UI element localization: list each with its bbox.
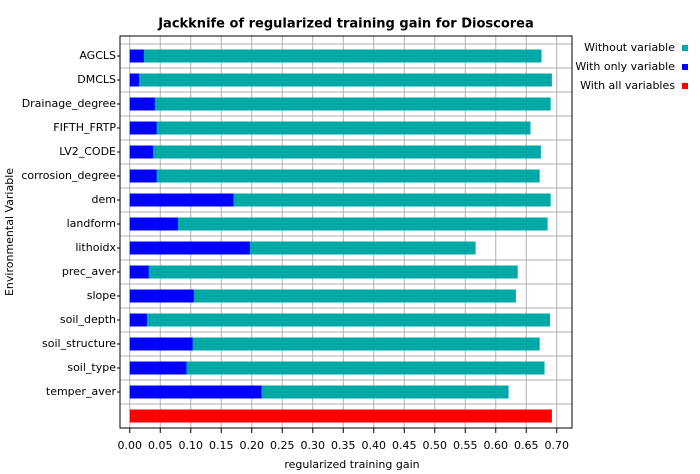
bar	[129, 97, 155, 111]
bar	[129, 385, 262, 399]
x-tick-label: 0.30	[301, 439, 326, 452]
y-tick-label: FIFTH_FRTP	[53, 121, 116, 134]
y-tick-label: LV2_CODE	[59, 145, 116, 158]
x-tick-label: 0.00	[118, 439, 143, 452]
y-tick-label: soil_structure	[42, 337, 116, 350]
bar	[129, 409, 552, 423]
bar	[129, 97, 551, 111]
bar	[129, 49, 144, 63]
x-tick-label: 0.25	[270, 439, 295, 452]
x-tick-label: 0.20	[240, 439, 265, 452]
x-tick-label: 0.35	[331, 439, 356, 452]
bar	[129, 361, 545, 375]
bar	[129, 49, 542, 63]
x-tick-label: 0.55	[453, 439, 478, 452]
bar	[129, 193, 234, 207]
legend-swatch	[682, 45, 688, 51]
y-tick-label: soil_depth	[60, 313, 116, 326]
legend-label: With all variables	[580, 79, 675, 92]
bar	[129, 313, 147, 327]
y-tick-label: dem	[92, 193, 116, 206]
bar	[129, 361, 187, 375]
x-tick-label: 0.60	[484, 439, 509, 452]
y-axis-label: Environmental Variable	[3, 168, 16, 296]
bar	[129, 217, 548, 231]
bar	[129, 145, 541, 159]
x-tick-label: 0.05	[148, 439, 173, 452]
bar	[129, 169, 157, 183]
x-tick-label: 0.15	[209, 439, 234, 452]
x-tick-label: 0.65	[514, 439, 539, 452]
plot-frame	[119, 35, 573, 429]
bar	[129, 241, 250, 255]
x-tick-label: 0.45	[392, 439, 417, 452]
y-tick-label: DMCLS	[77, 73, 116, 86]
y-tick-label: AGCLS	[79, 49, 116, 62]
legend-label: With only variable	[575, 60, 675, 73]
y-tick-label: soil_type	[67, 361, 116, 374]
bar	[129, 121, 157, 135]
y-tick-label: lithoidx	[75, 241, 116, 254]
bar	[129, 73, 552, 87]
bar	[129, 265, 518, 279]
bar	[129, 73, 139, 87]
legend-swatch	[682, 64, 688, 70]
x-tick-label: 0.70	[545, 439, 570, 452]
x-axis-label: regularized training gain	[284, 458, 419, 471]
bar	[129, 337, 540, 351]
x-tick-label: 0.50	[423, 439, 448, 452]
bar	[129, 169, 540, 183]
bar	[129, 193, 551, 207]
legend-swatch	[682, 83, 688, 89]
y-tick-label: Drainage_degree	[22, 97, 117, 110]
bar	[129, 265, 149, 279]
bar	[129, 289, 194, 303]
bar	[129, 121, 531, 135]
y-tick-label: temper_aver	[46, 385, 117, 398]
bar	[129, 217, 178, 231]
bar	[129, 313, 551, 327]
bar	[129, 145, 153, 159]
bar	[129, 289, 516, 303]
y-tick-label: landform	[67, 217, 116, 230]
x-tick-label: 0.10	[179, 439, 204, 452]
y-tick-label: prec_aver	[62, 265, 117, 278]
bar	[129, 337, 193, 351]
y-tick-label: slope	[87, 289, 116, 302]
legend-label: Without variable	[584, 41, 675, 54]
y-tick-label: corrosion_degree	[21, 169, 116, 182]
x-tick-label: 0.40	[362, 439, 387, 452]
chart-title: Jackknife of regularized training gain f…	[157, 17, 534, 32]
